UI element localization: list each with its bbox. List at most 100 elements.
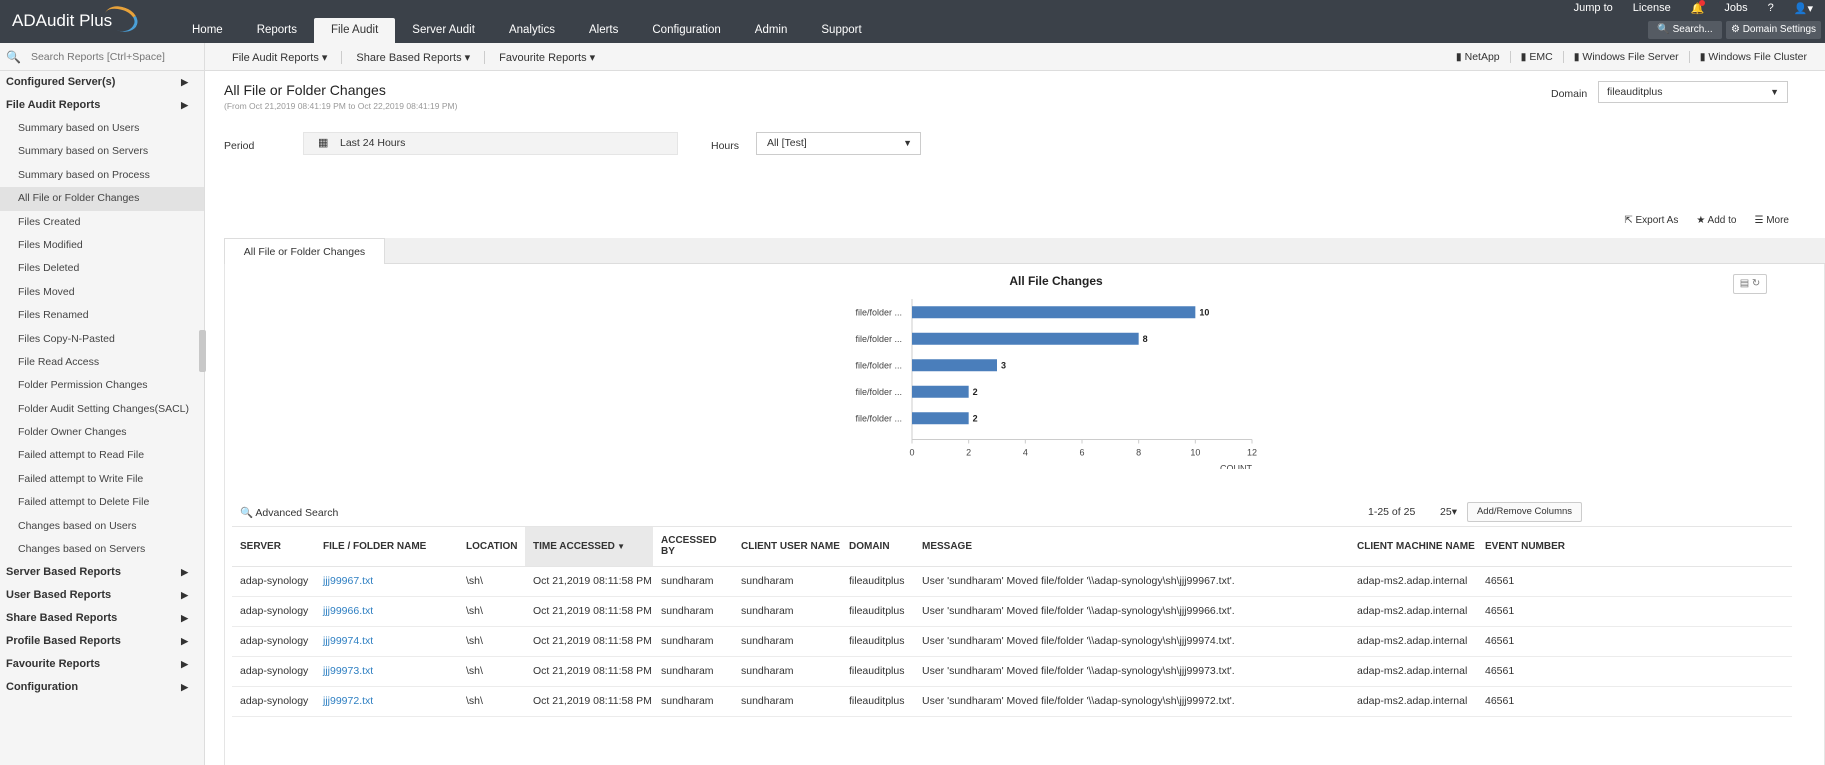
- sidebar-group-user-based-reports[interactable]: User Based Reports ▶: [0, 584, 204, 607]
- sidebar-group-label: Profile Based Reports: [6, 635, 121, 648]
- cell-file-folder-name[interactable]: jjj99967.txt: [315, 566, 458, 597]
- tab-all-file-or-folder-changes[interactable]: All File or Folder Changes: [224, 238, 385, 264]
- chart-options[interactable]: ▤ ↻: [1733, 274, 1767, 294]
- column-header-domain[interactable]: DOMAIN: [841, 527, 914, 567]
- sidebar-item-files-renamed[interactable]: Files Renamed: [18, 309, 89, 322]
- cell-server: adap-synology: [232, 656, 315, 687]
- sidebar-group-configured-servers[interactable]: Configured Server(s) ▶: [0, 71, 204, 94]
- column-header-location[interactable]: LOCATION: [458, 527, 525, 567]
- cell-file-folder-name[interactable]: jjj99972.txt: [315, 686, 458, 717]
- cell-client-machine-name: adap-ms2.adap.internal: [1349, 686, 1477, 717]
- advanced-search-button[interactable]: 🔍 Advanced Search: [240, 506, 338, 519]
- jump-to-link[interactable]: Jump to: [1573, 2, 1613, 14]
- add-to-button[interactable]: ★ Add to: [1696, 215, 1736, 226]
- page-size-select[interactable]: 25▾: [1440, 506, 1457, 518]
- license-link[interactable]: License: [1632, 2, 1671, 14]
- sidebar-item-files-modified[interactable]: Files Modified: [18, 238, 83, 251]
- sidebar-group-configuration[interactable]: Configuration ▶: [0, 676, 204, 699]
- cell-file-folder-name[interactable]: jjj99973.txt: [315, 656, 458, 687]
- sidebar-group-profile-based-reports[interactable]: Profile Based Reports ▶: [0, 630, 204, 653]
- bar: [912, 359, 997, 372]
- sidebar-item-files-copy-n-pasted[interactable]: Files Copy-N-Pasted: [18, 332, 115, 345]
- sidebar-item-summary-based-on-users[interactable]: Summary based on Users: [18, 122, 140, 134]
- column-header-server[interactable]: SERVER: [232, 527, 315, 567]
- more-button[interactable]: ☰ More: [1754, 215, 1789, 226]
- cell-location: \sh\: [458, 566, 525, 597]
- sidebar-item-files-created[interactable]: Files Created: [18, 215, 81, 228]
- nav-admin[interactable]: Admin: [754, 24, 788, 36]
- vendor-emc[interactable]: ▮ EMC: [1509, 51, 1563, 63]
- add-remove-columns-button[interactable]: Add/Remove Columns: [1467, 502, 1582, 522]
- sidebar-group-server-based-reports[interactable]: Server Based Reports ▶: [0, 561, 204, 584]
- x-tick-label: 0: [909, 448, 914, 458]
- menu-share-based-reports[interactable]: Share Based Reports ▾: [342, 50, 486, 64]
- sidebar-item-all-file-or-folder-changes[interactable]: All File or Folder Changes: [0, 187, 204, 211]
- sidebar-item-summary-based-on-process[interactable]: Summary based on Process: [18, 168, 150, 181]
- sidebar-item-files-deleted[interactable]: Files Deleted: [18, 262, 80, 275]
- vendor-windows-file-server[interactable]: ▮ Windows File Server: [1562, 51, 1689, 63]
- sidebar-item-folder-owner-changes[interactable]: Folder Owner Changes: [18, 426, 127, 439]
- sidebar-item-failed-attempt-to-read-file[interactable]: Failed attempt to Read File: [18, 449, 145, 462]
- column-header-event-number[interactable]: EVENT NUMBER: [1477, 527, 1792, 567]
- nav-support[interactable]: Support: [821, 24, 862, 36]
- sidebar-item-changes-based-on-users[interactable]: Changes based on Users: [18, 519, 137, 532]
- jobs-link[interactable]: Jobs: [1724, 2, 1748, 14]
- cell-file-folder-name[interactable]: jjj99974.txt: [315, 626, 458, 657]
- column-header-accessed-by[interactable]: ACCESSED BY: [653, 527, 733, 567]
- hours-select[interactable]: All [Test] ▼: [756, 132, 921, 155]
- cell-accessed-by: sundharam: [653, 656, 733, 687]
- nav-analytics[interactable]: Analytics: [508, 24, 555, 36]
- cell-client-user-name: sundharam: [733, 596, 841, 627]
- sidebar-item-file-read-access[interactable]: File Read Access: [18, 355, 100, 368]
- cell-location: \sh\: [458, 656, 525, 687]
- sidebar-group-share-based-reports[interactable]: Share Based Reports ▶: [0, 607, 204, 630]
- cell-message: User 'sundharam' Moved file/folder '\\ad…: [914, 656, 1349, 687]
- sidebar-item-summary-based-on-servers[interactable]: Summary based on Servers: [18, 145, 149, 158]
- cell-file-folder-name[interactable]: jjj99966.txt: [315, 596, 458, 627]
- sidebar-collapse-handle[interactable]: [199, 330, 206, 372]
- cell-location: \sh\: [458, 686, 525, 717]
- nav-server-audit[interactable]: Server Audit: [412, 24, 475, 36]
- app-logo[interactable]: ADAudit Plus: [12, 1, 142, 37]
- nav-home[interactable]: Home: [192, 24, 223, 36]
- domain-select[interactable]: fileauditplus ▼: [1598, 81, 1788, 103]
- global-search-button[interactable]: 🔍 Search...: [1648, 21, 1722, 39]
- cell-event-number: 46561: [1477, 596, 1792, 627]
- sidebar-item-folder-audit-setting-changes-sacl[interactable]: Folder Audit Setting Changes(SACL): [18, 402, 190, 415]
- vendor-label: Windows File Server: [1582, 51, 1679, 63]
- menu-favourite-reports[interactable]: Favourite Reports ▾: [499, 51, 596, 64]
- vendor-netapp[interactable]: ▮ NetApp: [1446, 51, 1510, 63]
- nav-configuration[interactable]: Configuration: [652, 24, 721, 36]
- column-header-message[interactable]: MESSAGE: [914, 527, 1349, 567]
- menu-file-audit-reports[interactable]: File Audit Reports ▾: [218, 50, 343, 64]
- user-icon[interactable]: 👤▾: [1793, 3, 1813, 15]
- domain-settings-button[interactable]: ⚙ Domain Settings: [1726, 21, 1821, 39]
- x-tick-label: 8: [1136, 448, 1141, 458]
- column-header-client-machine-name[interactable]: CLIENT MACHINE NAME: [1349, 527, 1477, 567]
- sidebar-item-failed-attempt-to-delete-file[interactable]: Failed attempt to Delete File: [18, 496, 150, 509]
- column-header-client-user-name[interactable]: CLIENT USER NAME: [733, 527, 841, 567]
- sidebar-item-folder-permission-changes[interactable]: Folder Permission Changes: [18, 379, 148, 392]
- column-header-file-folder-name[interactable]: FILE / FOLDER NAME: [315, 527, 458, 567]
- column-header-time-accessed[interactable]: TIME ACCESSED ▼: [525, 527, 653, 567]
- search-icon: 🔍: [240, 507, 254, 519]
- cell-accessed-by: sundharam: [653, 566, 733, 597]
- export-button[interactable]: ⇱ Export As: [1624, 215, 1678, 226]
- period-select[interactable]: ▦ Last 24 Hours: [303, 132, 678, 155]
- chart-title: All File Changes: [1009, 274, 1103, 288]
- nav-alerts[interactable]: Alerts: [588, 24, 619, 36]
- report-search-input[interactable]: [30, 51, 201, 63]
- bell-icon[interactable]: 🔔: [1691, 0, 1705, 15]
- cell-client-user-name: sundharam: [733, 656, 841, 687]
- column-header-label: SERVER: [240, 540, 281, 552]
- nav-reports[interactable]: Reports: [256, 24, 297, 36]
- sidebar-item-failed-attempt-to-write-file[interactable]: Failed attempt to Write File: [18, 472, 144, 485]
- nav-file-audit[interactable]: File Audit: [313, 18, 396, 43]
- sidebar-item-files-moved[interactable]: Files Moved: [18, 285, 75, 298]
- sidebar-item-changes-based-on-servers[interactable]: Changes based on Servers: [18, 543, 146, 556]
- help-icon[interactable]: ?: [1767, 2, 1774, 14]
- sidebar-group-file-audit-reports[interactable]: File Audit Reports ▶: [0, 94, 204, 117]
- main-content: All File or Folder Changes (From Oct 21,…: [206, 71, 1825, 765]
- sidebar-group-favourite-reports[interactable]: Favourite Reports ▶: [0, 653, 204, 676]
- vendor-windows-file-cluster[interactable]: ▮ Windows File Cluster: [1688, 51, 1817, 63]
